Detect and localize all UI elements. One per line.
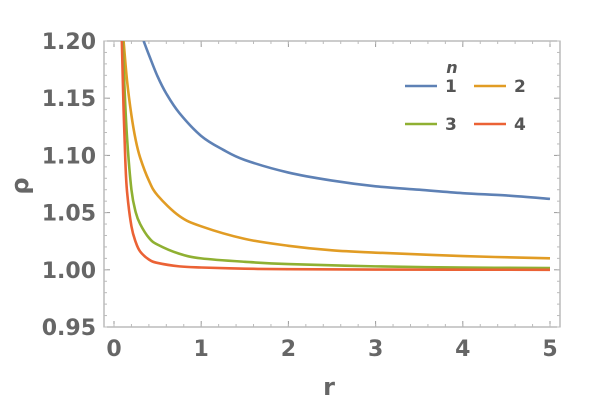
y-tick-label: 0.95: [42, 316, 96, 341]
legend-label-n1: 1: [445, 77, 457, 97]
series-lines: [120, 41, 551, 272]
legend-label-n3: 3: [445, 115, 457, 135]
x-tick-label: 3: [368, 337, 383, 362]
series-line-n4: [120, 41, 551, 272]
plot-frame: [103, 40, 561, 328]
x-tick-label: 2: [281, 337, 296, 362]
series-line-n1: [142, 41, 551, 201]
y-tick-label: 1.10: [42, 144, 96, 169]
legend-label-n2: 2: [514, 77, 526, 97]
y-tick-label: 1.05: [42, 202, 96, 227]
x-axis-label: r: [323, 373, 335, 401]
series-line-n3: [121, 41, 551, 270]
legend: n 1 2 3 4: [405, 58, 526, 135]
series-line-n2: [122, 41, 551, 260]
y-tick-label: 1.20: [42, 30, 96, 55]
x-tick-label: 5: [542, 337, 557, 362]
x-tick-label: 4: [455, 337, 470, 362]
x-tick-label: 1: [194, 337, 209, 362]
legend-label-n4: 4: [514, 115, 526, 135]
x-tick-label: 0: [106, 337, 121, 362]
y-tick-label: 1.15: [42, 87, 96, 112]
plot-border: [103, 40, 561, 328]
legend-title: n: [446, 58, 457, 77]
y-tick-label: 1.00: [42, 259, 96, 284]
y-axis-label: ρ: [6, 177, 34, 194]
y-axis-ticks: 0.95 1.00 1.05 1.10 1.15 1.20: [42, 30, 560, 341]
x-axis-ticks: 0 1 2 3 4 5: [106, 41, 558, 362]
